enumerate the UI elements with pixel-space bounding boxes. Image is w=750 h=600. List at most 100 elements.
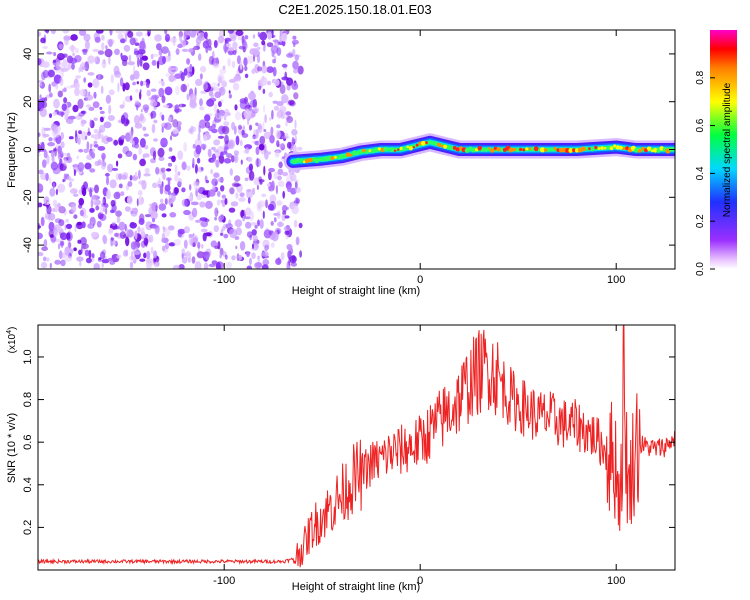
noise-speckle xyxy=(239,100,248,110)
snr-panel: -100 0 100 0.2 0.4 0.6 0.8 1.0 Height of strai… xyxy=(6,324,676,593)
noise-speckle xyxy=(269,194,277,204)
signal-blob xyxy=(359,149,362,153)
noise-speckle xyxy=(231,255,236,261)
noise-speckle xyxy=(72,52,75,57)
noise-speckle xyxy=(110,209,115,214)
y-tick-label: 0.8 xyxy=(22,392,34,407)
noise-speckle xyxy=(153,250,158,259)
noise-speckle xyxy=(203,135,208,142)
noise-speckle xyxy=(129,74,135,81)
noise-speckle xyxy=(220,151,224,158)
noise-speckle xyxy=(255,122,259,126)
noise-speckle xyxy=(93,128,98,134)
noise-speckle xyxy=(273,105,280,111)
noise-speckle xyxy=(43,256,47,262)
noise-speckle xyxy=(121,59,128,67)
noise-speckle xyxy=(181,199,188,207)
noise-speckle xyxy=(67,176,72,181)
noise-speckle xyxy=(47,69,56,78)
signal-blob xyxy=(440,144,444,148)
noise-speckle xyxy=(146,250,151,260)
noise-speckle xyxy=(194,164,198,174)
noise-speckle xyxy=(265,199,268,209)
noise-speckle xyxy=(252,234,258,242)
noise-speckle xyxy=(130,241,137,250)
noise-speckle xyxy=(87,131,91,136)
x-tick-label: 0 xyxy=(417,575,423,587)
noise-speckle xyxy=(180,72,185,82)
noise-speckle xyxy=(258,143,265,151)
noise-speckle xyxy=(195,30,199,34)
noise-speckle xyxy=(168,147,173,152)
noise-speckle xyxy=(49,188,56,197)
noise-speckle xyxy=(150,88,157,92)
noise-speckle xyxy=(79,237,87,246)
noise-speckle xyxy=(138,115,147,124)
noise-speckle xyxy=(68,181,73,188)
noise-speckle xyxy=(108,55,111,65)
noise-speckle xyxy=(70,34,78,41)
noise-speckle xyxy=(199,201,206,208)
noise-speckle xyxy=(217,177,223,183)
noise-speckle xyxy=(246,251,250,258)
signal-blob xyxy=(452,146,457,150)
noise-speckle xyxy=(174,173,179,182)
noise-speckle xyxy=(252,136,258,140)
noise-speckle xyxy=(196,194,202,201)
noise-speckle xyxy=(102,207,106,212)
noise-speckle xyxy=(174,164,178,174)
signal-blob xyxy=(646,146,652,151)
signal-blob xyxy=(431,141,435,145)
noise-speckle xyxy=(222,65,226,71)
signal-blob xyxy=(393,149,397,152)
noise-speckle xyxy=(58,243,60,250)
noise-speckle xyxy=(292,48,296,57)
noise-speckle xyxy=(147,261,154,266)
noise-speckle xyxy=(166,168,172,172)
noise-speckle xyxy=(171,193,176,202)
noise-speckle xyxy=(108,228,114,234)
signal-blob xyxy=(609,146,614,151)
noise-speckle xyxy=(264,114,267,124)
noise-speckle xyxy=(218,101,222,108)
signal-blob xyxy=(594,145,598,150)
y-tick-label: -40 xyxy=(22,237,34,253)
noise-speckle xyxy=(81,221,86,229)
noise-speckle xyxy=(225,223,233,229)
noise-speckle xyxy=(67,63,72,70)
signal-blob xyxy=(600,146,604,150)
noise-speckle xyxy=(109,179,117,189)
noise-speckle xyxy=(76,256,84,262)
noise-speckle xyxy=(213,225,219,233)
noise-speckle xyxy=(195,78,203,86)
noise-speckle xyxy=(295,198,301,204)
noise-speckle xyxy=(210,94,215,99)
noise-speckle xyxy=(139,158,147,167)
noise-speckle xyxy=(211,146,216,151)
noise-speckle xyxy=(177,228,186,235)
noise-speckle xyxy=(120,191,125,197)
noise-speckle xyxy=(172,119,179,128)
noise-speckle xyxy=(217,82,220,87)
signal-blob xyxy=(493,146,498,150)
noise-speckle xyxy=(286,141,292,149)
noise-speckle xyxy=(150,210,158,220)
noise-speckle xyxy=(259,219,264,229)
noise-speckle xyxy=(79,209,84,217)
noise-speckle xyxy=(42,133,50,138)
noise-speckle xyxy=(68,241,72,249)
snr-y-ticks: 0.2 0.4 0.6 0.8 1.0 xyxy=(22,349,675,535)
noise-speckle xyxy=(73,169,76,177)
noise-speckle xyxy=(158,80,164,84)
noise-speckle xyxy=(95,205,100,211)
noise-speckle xyxy=(143,252,147,259)
noise-speckle xyxy=(40,216,45,227)
noise-speckle xyxy=(139,91,142,100)
noise-speckle xyxy=(200,220,209,228)
noise-speckle xyxy=(123,250,128,257)
noise-speckle xyxy=(256,185,259,190)
snr-x-ticks: -100 0 100 xyxy=(213,325,625,587)
signal-blob xyxy=(455,147,460,152)
noise-speckle xyxy=(38,152,41,157)
